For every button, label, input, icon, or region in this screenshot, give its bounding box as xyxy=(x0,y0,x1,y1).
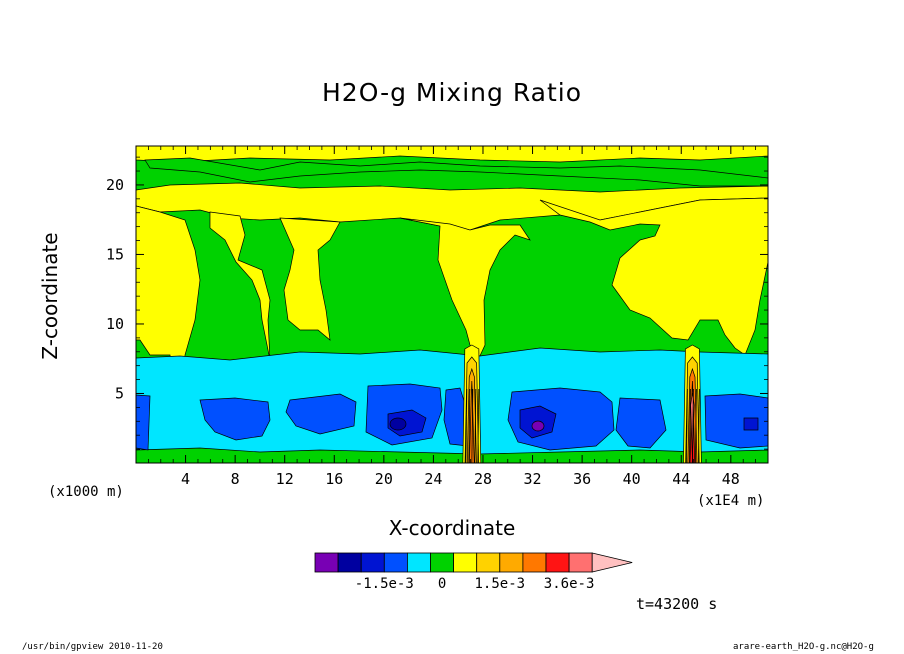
colorbar-swatch xyxy=(360,552,385,573)
surface-strip xyxy=(136,447,768,463)
colorbar-swatch xyxy=(383,552,408,573)
purple-core xyxy=(531,420,545,432)
deep-blue-pocket xyxy=(743,417,759,431)
x-tick-label: 4 xyxy=(181,470,190,488)
blue-pocket xyxy=(199,397,271,441)
contour-field xyxy=(136,146,768,463)
colorbar-label: 0 xyxy=(438,576,446,592)
plume-contour xyxy=(471,388,474,463)
plume-contour xyxy=(465,388,468,463)
plume-contour xyxy=(695,388,697,463)
colorbar-swatch xyxy=(453,552,478,573)
colorbar-arrow xyxy=(591,552,633,573)
x-tick-label: 40 xyxy=(623,470,641,488)
plume-contour xyxy=(468,388,471,463)
colorbar-swatch xyxy=(545,552,570,573)
colorbar-swatch xyxy=(337,552,362,573)
x-tick-label: 8 xyxy=(231,470,240,488)
footer-left: /usr/bin/gpview 2010-11-20 xyxy=(22,642,163,652)
plume-contour xyxy=(692,388,694,463)
plume-contour xyxy=(474,388,477,463)
y-tick-label: 15 xyxy=(106,245,124,263)
colorbar-label: 1.5e-3 xyxy=(475,576,526,592)
colorbar-swatch xyxy=(476,552,501,573)
x-tick-label: 16 xyxy=(325,470,343,488)
colorbar-label: -1.5e-3 xyxy=(355,576,414,592)
colorbar-swatch xyxy=(522,552,547,573)
y-unit-label: (x1000 m) xyxy=(48,484,124,500)
colorbar-swatch xyxy=(568,552,593,573)
yellow-region xyxy=(539,197,768,356)
x-tick-label: 12 xyxy=(276,470,294,488)
colorbar-label: 3.6e-3 xyxy=(544,576,595,592)
footer-right: arare-earth_H2O-g.nc@H2O-g xyxy=(733,642,874,652)
x-unit-label: (x1E4 m) xyxy=(697,493,765,509)
colorbar-swatch xyxy=(430,552,455,573)
plume-contour xyxy=(686,388,688,463)
plume-contour xyxy=(477,388,480,463)
plot-frame xyxy=(135,145,769,464)
colorbar-swatch xyxy=(406,552,431,573)
yellow-region xyxy=(279,217,341,341)
x-tick-label: 24 xyxy=(424,470,442,488)
colorbar-swatch xyxy=(499,552,524,573)
plume-contour xyxy=(698,388,700,463)
colorbar: -1.5e-3 0 1.5e-3 3.6e-3 xyxy=(314,552,633,592)
x-tick-label: 20 xyxy=(375,470,393,488)
y-tick-label: 20 xyxy=(106,176,124,194)
blue-pocket xyxy=(285,393,357,435)
yellow-region xyxy=(399,217,531,361)
x-axis-label: X-coordinate xyxy=(388,516,516,540)
y-tick-label: 5 xyxy=(115,384,124,402)
navy-core xyxy=(389,417,407,431)
plume-contour xyxy=(689,388,691,463)
x-tick-label: 32 xyxy=(524,470,542,488)
colorbar-swatch xyxy=(314,552,339,573)
x-tick-label: 48 xyxy=(722,470,740,488)
blue-pocket xyxy=(136,394,151,451)
x-tick-label: 44 xyxy=(672,470,690,488)
x-tick-label: 36 xyxy=(573,470,591,488)
y-tick-label: 10 xyxy=(106,315,124,333)
blue-pocket xyxy=(615,397,667,449)
chart-title: H2O-g Mixing Ratio xyxy=(321,78,583,107)
time-annotation: t=43200 s xyxy=(636,595,718,613)
plume-left xyxy=(462,344,482,463)
plume-right xyxy=(683,344,702,463)
blue-pocket xyxy=(704,393,768,449)
x-tick-label: 28 xyxy=(474,470,492,488)
green-band xyxy=(144,157,768,187)
plume-layer xyxy=(469,380,475,463)
